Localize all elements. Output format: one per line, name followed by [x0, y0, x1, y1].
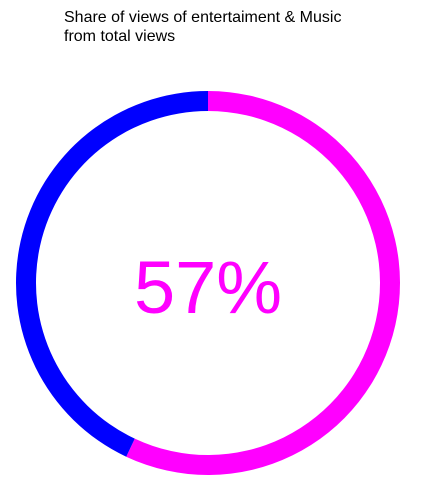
donut-slice-1	[15, 91, 209, 457]
donut-slices	[15, 91, 400, 475]
center-percentage-label: 57%	[134, 246, 282, 329]
chart-title: Share of views of entertaiment & Music f…	[64, 9, 342, 45]
